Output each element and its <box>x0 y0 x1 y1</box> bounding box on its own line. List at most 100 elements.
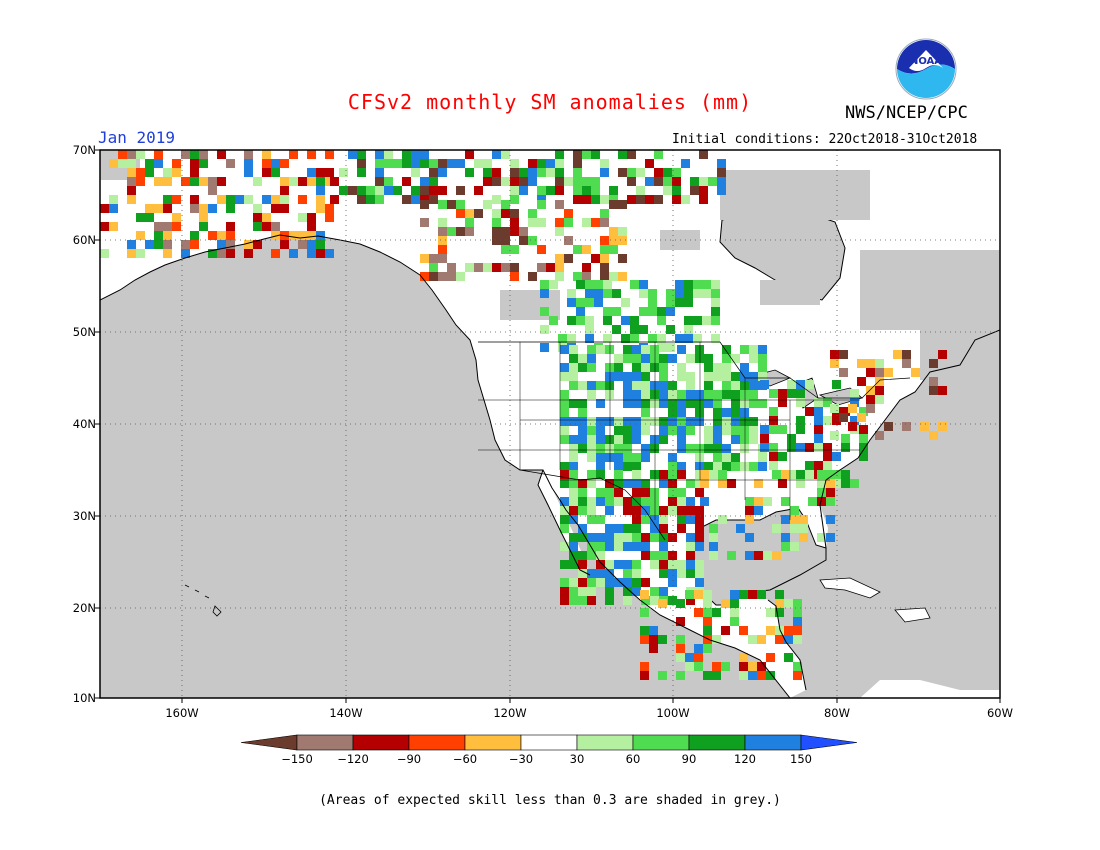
anomaly-cell <box>703 635 712 644</box>
anomaly-cell <box>614 372 623 381</box>
anomaly-cell <box>109 159 118 168</box>
anomaly-cell <box>429 195 438 204</box>
anomaly-cell <box>465 168 474 177</box>
anomaly-cell <box>657 307 666 316</box>
anomaly-cell <box>648 298 657 307</box>
anomaly-cell <box>316 195 325 204</box>
anomaly-cell <box>823 452 832 461</box>
anomaly-cell <box>420 159 429 168</box>
anomaly-cell <box>262 213 271 222</box>
anomaly-cell <box>573 168 582 177</box>
anomaly-cell <box>717 186 726 195</box>
anomaly-cell <box>632 533 641 542</box>
anomaly-cell <box>605 390 614 399</box>
anomaly-cell <box>686 515 695 524</box>
anomaly-cell <box>127 240 136 249</box>
anomaly-cell <box>650 488 659 497</box>
anomaly-cell <box>668 417 677 426</box>
anomaly-cell <box>649 626 658 635</box>
anomaly-cell <box>357 159 366 168</box>
anomaly-cell <box>799 524 808 533</box>
anomaly-cell <box>841 470 850 479</box>
anomaly-cell <box>713 363 722 372</box>
anomaly-cell <box>748 635 757 644</box>
anomaly-cell <box>875 359 884 368</box>
anomaly-cell <box>650 345 659 354</box>
anomaly-cell <box>632 488 641 497</box>
anomaly-cell <box>658 671 667 680</box>
anomaly-cell <box>694 653 703 662</box>
colorbar-label: −60 <box>453 752 477 766</box>
anomaly-cell <box>226 204 235 213</box>
anomaly-cell <box>632 381 641 390</box>
anomaly-cell <box>693 289 702 298</box>
anomaly-cell <box>587 345 596 354</box>
anomaly-cell <box>694 662 703 671</box>
anomaly-cell <box>805 407 814 416</box>
anomaly-cell <box>713 453 722 462</box>
anomaly-cell <box>271 204 280 213</box>
anomaly-cell <box>600 209 609 218</box>
anomaly-cell <box>614 470 623 479</box>
anomaly-cell <box>713 417 722 426</box>
anomaly-cell <box>754 479 763 488</box>
anomaly-cell <box>591 186 600 195</box>
anomaly-cell <box>832 479 841 488</box>
anomaly-cell <box>694 644 703 653</box>
anomaly-cell <box>591 195 600 204</box>
anomaly-cell <box>796 398 805 407</box>
anomaly-cell <box>694 590 703 599</box>
anomaly-cell <box>711 334 720 343</box>
anomaly-cell <box>280 186 289 195</box>
anomaly-cell <box>609 227 618 236</box>
anomaly-cell <box>605 381 614 390</box>
anomaly-cell <box>681 159 690 168</box>
state-boundaries <box>478 342 860 520</box>
anomaly-cell <box>262 195 271 204</box>
anomaly-cell <box>749 354 758 363</box>
anomaly-cell <box>154 177 163 186</box>
anomaly-cell <box>623 524 632 533</box>
anomaly-cell <box>190 195 199 204</box>
anomaly-cell <box>760 380 769 389</box>
anomaly-cell <box>636 168 645 177</box>
anomaly-cell <box>623 462 632 471</box>
anomaly-cell <box>841 434 850 443</box>
anomaly-cell <box>875 377 884 386</box>
anomaly-cell <box>576 298 585 307</box>
anomaly-cell <box>639 307 648 316</box>
anomaly-cell <box>375 159 384 168</box>
anomaly-cell <box>181 150 190 159</box>
anomaly-cell <box>244 168 253 177</box>
anomaly-cell <box>749 426 758 435</box>
anomaly-cell <box>447 159 456 168</box>
anomaly-cell <box>555 168 564 177</box>
anomaly-cell <box>603 316 612 325</box>
anomaly-cell <box>623 596 632 605</box>
anomaly-cell <box>659 587 668 596</box>
anomaly-cell <box>623 569 632 578</box>
anomaly-cell <box>708 177 717 186</box>
anomaly-cell <box>659 426 668 435</box>
anomaly-cell <box>902 422 911 431</box>
anomaly-cell <box>587 542 596 551</box>
anomaly-cell <box>731 462 740 471</box>
anomaly-cell <box>718 515 727 524</box>
anomaly-cell <box>676 635 685 644</box>
anomaly-cell <box>596 462 605 471</box>
anomaly-cell <box>163 240 172 249</box>
anomaly-cell <box>711 316 720 325</box>
hawaii <box>184 584 222 617</box>
anomaly-cell <box>280 231 289 240</box>
anomaly-cell <box>639 343 648 352</box>
anomaly-cell <box>739 653 748 662</box>
anomaly-cell <box>775 626 784 635</box>
anomaly-cell <box>456 186 465 195</box>
anomaly-cell <box>271 249 280 258</box>
anomaly-cell <box>866 395 875 404</box>
anomaly-cell <box>758 462 767 471</box>
anomaly-cell <box>686 390 695 399</box>
anomaly-cell <box>136 231 145 240</box>
anomaly-cell <box>558 334 567 343</box>
anomaly-cell <box>605 578 614 587</box>
